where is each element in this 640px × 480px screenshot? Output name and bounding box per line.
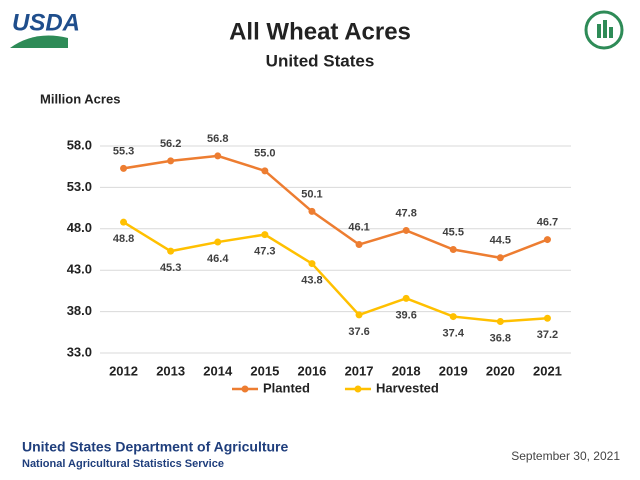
data-point bbox=[496, 254, 504, 262]
seal-bar bbox=[609, 27, 613, 38]
legend-label: Harvested bbox=[376, 380, 439, 395]
data-point bbox=[167, 157, 175, 165]
data-label: 47.8 bbox=[395, 207, 416, 219]
data-point bbox=[214, 152, 222, 160]
chart-subtitle: United States bbox=[266, 51, 375, 70]
data-point bbox=[261, 167, 269, 175]
y-tick-label: 38.0 bbox=[67, 303, 92, 318]
chart-title: All Wheat Acres bbox=[229, 18, 411, 45]
seal-bar bbox=[603, 20, 607, 38]
data-point bbox=[449, 246, 457, 253]
footer-service: National Agricultural Statistics Service bbox=[22, 458, 224, 470]
data-label: 46.1 bbox=[348, 221, 369, 233]
data-label: 37.6 bbox=[348, 326, 369, 338]
data-label: 45.5 bbox=[443, 226, 464, 238]
data-label: 37.2 bbox=[537, 329, 558, 341]
x-tick-label: 2014 bbox=[203, 363, 233, 378]
data-point bbox=[402, 294, 410, 302]
logo-text: USDA bbox=[12, 9, 80, 36]
data-label: 37.4 bbox=[443, 327, 465, 339]
x-tick-label: 2019 bbox=[439, 363, 468, 378]
data-label: 36.8 bbox=[490, 332, 511, 344]
data-point bbox=[261, 231, 269, 239]
x-tick-label: 2012 bbox=[109, 363, 138, 378]
series-line bbox=[122, 221, 548, 323]
data-point bbox=[214, 238, 222, 246]
data-label: 48.8 bbox=[113, 233, 134, 245]
series-line bbox=[123, 154, 548, 260]
data-point bbox=[308, 207, 316, 215]
data-point bbox=[496, 318, 504, 326]
seal bbox=[584, 10, 624, 50]
logo-swoosh bbox=[10, 35, 68, 48]
data-label: 45.3 bbox=[160, 262, 181, 274]
data-point bbox=[543, 314, 551, 322]
seal-bar bbox=[597, 24, 601, 38]
data-label: 55.3 bbox=[113, 145, 134, 157]
data-label: 44.5 bbox=[490, 235, 511, 247]
footer-org: United States Department of Agriculture bbox=[22, 439, 289, 455]
data-label: 43.8 bbox=[301, 274, 322, 286]
data-label: 55.0 bbox=[254, 148, 275, 160]
x-tick-label: 2016 bbox=[297, 363, 326, 378]
x-tick-label: 2020 bbox=[486, 363, 515, 378]
x-tick-label: 2018 bbox=[392, 363, 421, 378]
x-tick-label: 2021 bbox=[533, 363, 562, 378]
data-point bbox=[120, 218, 128, 226]
legend-label: Planted bbox=[263, 380, 310, 395]
usda-logo: USDA bbox=[10, 9, 80, 48]
data-point bbox=[449, 313, 457, 321]
x-tick-label: 2013 bbox=[156, 363, 185, 378]
data-label: 56.8 bbox=[207, 133, 228, 145]
legend-marker bbox=[354, 385, 362, 393]
data-label: 39.6 bbox=[395, 309, 416, 321]
data-point bbox=[355, 241, 363, 249]
data-point bbox=[120, 164, 128, 172]
y-tick-label: 33.0 bbox=[67, 344, 92, 359]
y-axis-label: Million Acres bbox=[40, 91, 120, 106]
x-tick-label: 2015 bbox=[250, 363, 279, 378]
y-tick-label: 58.0 bbox=[67, 137, 92, 152]
data-label: 46.7 bbox=[537, 216, 558, 228]
data-point bbox=[308, 260, 316, 268]
data-point bbox=[543, 236, 551, 244]
y-tick-label: 48.0 bbox=[67, 220, 92, 235]
data-label: 47.3 bbox=[254, 246, 275, 258]
data-label: 46.4 bbox=[207, 253, 229, 265]
y-tick-label: 53.0 bbox=[67, 179, 92, 194]
data-point bbox=[355, 311, 363, 319]
data-point bbox=[167, 247, 175, 255]
data-label: 56.2 bbox=[160, 138, 181, 150]
legend-marker bbox=[241, 385, 249, 393]
data-label: 50.1 bbox=[301, 188, 322, 200]
data-point bbox=[402, 226, 410, 234]
footer-date: September 30, 2021 bbox=[511, 449, 620, 463]
x-tick-label: 2017 bbox=[345, 363, 374, 378]
y-tick-label: 43.0 bbox=[67, 262, 92, 277]
seal-ring bbox=[584, 10, 624, 50]
